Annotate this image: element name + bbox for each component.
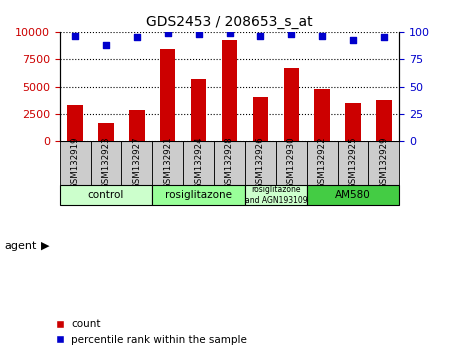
Bar [314, 89, 330, 141]
Bar [67, 105, 83, 141]
Point [133, 34, 140, 40]
Text: rosiglitazone
and AGN193109: rosiglitazone and AGN193109 [245, 185, 307, 205]
Point [72, 33, 79, 39]
Text: GSM132923: GSM132923 [101, 137, 111, 189]
Text: GSM132926: GSM132926 [256, 137, 265, 189]
Bar [183, 141, 214, 185]
Bar [60, 185, 152, 205]
Bar [122, 141, 152, 185]
Bar [152, 185, 245, 205]
Text: agent: agent [5, 241, 37, 251]
Text: GSM132922: GSM132922 [318, 137, 327, 189]
Text: GSM132929: GSM132929 [380, 137, 388, 189]
Text: GSM132919: GSM132919 [71, 137, 79, 189]
Bar [60, 141, 90, 185]
Bar [98, 122, 114, 141]
Text: GSM132921: GSM132921 [163, 137, 172, 189]
Title: GDS2453 / 208653_s_at: GDS2453 / 208653_s_at [146, 16, 313, 29]
Text: AM580: AM580 [335, 190, 371, 200]
Point [288, 31, 295, 37]
Point [380, 34, 387, 40]
Point [164, 30, 171, 36]
Point [349, 37, 357, 42]
Bar [245, 141, 276, 185]
Bar [307, 185, 399, 205]
Point [257, 33, 264, 39]
Text: GSM132924: GSM132924 [194, 137, 203, 189]
Bar [284, 68, 299, 141]
Bar [160, 49, 175, 141]
Bar [276, 141, 307, 185]
Text: GSM132928: GSM132928 [225, 137, 234, 189]
Point [102, 42, 110, 48]
Bar [252, 97, 268, 141]
Bar [90, 141, 122, 185]
Point [226, 30, 233, 36]
Point [195, 31, 202, 37]
Text: GSM132927: GSM132927 [132, 137, 141, 189]
Bar [245, 185, 307, 205]
Bar [376, 100, 392, 141]
Bar [152, 141, 183, 185]
Text: ▶: ▶ [41, 241, 50, 251]
Bar [191, 79, 207, 141]
Text: GSM132930: GSM132930 [287, 137, 296, 189]
Text: control: control [88, 190, 124, 200]
Bar [307, 141, 337, 185]
Bar [345, 103, 361, 141]
Bar [214, 141, 245, 185]
Bar [337, 141, 369, 185]
Bar [129, 109, 145, 141]
Point [319, 33, 326, 39]
Text: rosiglitazone: rosiglitazone [165, 190, 232, 200]
Legend: count, percentile rank within the sample: count, percentile rank within the sample [51, 315, 251, 349]
Bar [222, 40, 237, 141]
Bar [369, 141, 399, 185]
Text: GSM132925: GSM132925 [348, 137, 358, 189]
